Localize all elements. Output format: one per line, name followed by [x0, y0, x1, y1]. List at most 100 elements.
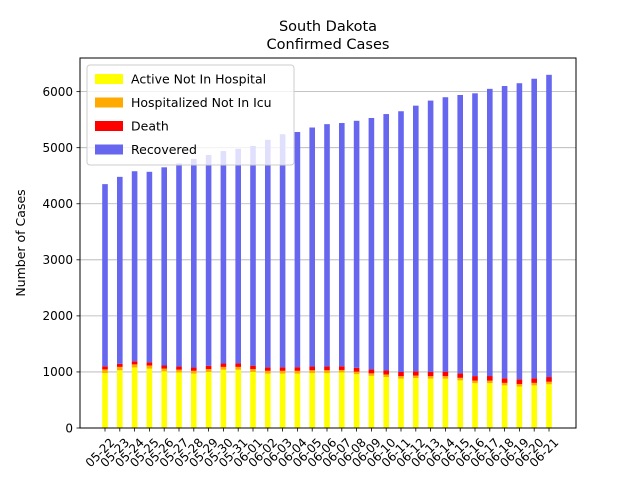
- bar-recovered: [265, 139, 271, 368]
- bar-death: [324, 366, 330, 371]
- legend: Active Not In Hospital Hospitalized Not I…: [86, 64, 295, 166]
- bar-recovered: [220, 151, 227, 364]
- bar-hospitalized-not-in-icu: [279, 370, 286, 374]
- y-axis-ticks: 0 1000 2000 3000 4000 5000 6000: [42, 85, 80, 435]
- bar-hospitalized-not-in-icu: [472, 380, 478, 384]
- bar-hospitalized-not-in-icu: [309, 370, 315, 374]
- bar-recovered: [368, 117, 375, 370]
- bar-recovered: [294, 132, 301, 368]
- bar-active-not-in-hospital: [131, 367, 138, 428]
- bar-death: [383, 370, 389, 375]
- legend-label: Death: [131, 119, 169, 134]
- bar-active-not-in-hospital: [324, 373, 330, 428]
- bar-active-not-in-hospital: [102, 373, 108, 428]
- y-axis-label: Number of Cases: [13, 189, 28, 296]
- bar-hospitalized-not-in-icu: [516, 383, 523, 387]
- bar-death: [205, 365, 212, 370]
- bar-hospitalized-not-in-icu: [487, 380, 493, 384]
- y-tick-label: 5000: [42, 141, 73, 155]
- bar-hospitalized-not-in-icu: [161, 368, 167, 372]
- bar-recovered: [279, 134, 286, 368]
- bar-active-not-in-hospital: [220, 369, 227, 428]
- bar-recovered: [250, 146, 256, 366]
- bar-active-not-in-hospital: [516, 386, 523, 428]
- bar-hospitalized-not-in-icu: [191, 370, 197, 374]
- bar-recovered: [383, 114, 389, 371]
- bar-hospitalized-not-in-icu: [457, 377, 463, 381]
- y-tick-label: 4000: [42, 197, 73, 211]
- bar-death: [457, 373, 463, 378]
- bar-hospitalized-not-in-icu: [265, 370, 271, 374]
- bar-active-not-in-hospital: [205, 371, 212, 428]
- bar-death: [191, 367, 197, 371]
- bar-death: [339, 366, 345, 370]
- bar-hospitalized-not-in-icu: [250, 369, 256, 372]
- bar-death: [102, 366, 108, 370]
- legend-box: [86, 64, 295, 166]
- bar-recovered: [146, 171, 153, 363]
- bar-hospitalized-not-in-icu: [205, 369, 212, 372]
- bar-hospitalized-not-in-icu: [442, 376, 449, 379]
- x-axis-ticks: 05-2205-2305-2405-2505-2605-2705-2805-29…: [83, 428, 561, 470]
- bar-active-not-in-hospital: [353, 374, 360, 428]
- bar-hospitalized-not-in-icu: [353, 371, 360, 375]
- bar-hospitalized-not-in-icu: [176, 369, 182, 373]
- bar-death: [309, 366, 315, 371]
- bar-active-not-in-hospital: [383, 376, 389, 428]
- bar-hospitalized-not-in-icu: [324, 370, 330, 374]
- bar-death: [131, 361, 138, 365]
- bar-hospitalized-not-in-icu: [220, 366, 227, 370]
- bar-recovered: [235, 148, 241, 364]
- bar-hospitalized-not-in-icu: [235, 366, 241, 370]
- bar-active-not-in-hospital: [279, 373, 286, 428]
- bar-active-not-in-hospital: [191, 373, 197, 428]
- bar-recovered: [427, 100, 434, 372]
- bar-death: [176, 366, 182, 370]
- bar-active-not-in-hospital: [501, 385, 508, 428]
- bar-active-not-in-hospital: [472, 383, 478, 428]
- bar-death: [368, 369, 375, 374]
- bar-recovered: [353, 120, 360, 368]
- bar-recovered: [131, 171, 138, 362]
- bar-active-not-in-hospital: [413, 378, 419, 428]
- legend-label: Recovered: [131, 142, 197, 157]
- bar-hospitalized-not-in-icu: [294, 370, 301, 374]
- bar-death: [531, 378, 537, 383]
- bar-active-not-in-hospital: [368, 375, 375, 428]
- bar-hospitalized-not-in-icu: [146, 365, 153, 369]
- bar-active-not-in-hospital: [546, 384, 552, 428]
- chart-title: South Dakota: [279, 19, 377, 35]
- legend-swatch: [95, 74, 123, 84]
- bar-death: [487, 376, 493, 381]
- bar-hospitalized-not-in-icu: [427, 376, 434, 379]
- bar-recovered: [487, 88, 493, 377]
- bars: [102, 74, 552, 428]
- legend-swatch: [95, 121, 123, 131]
- bar-active-not-in-hospital: [398, 378, 404, 428]
- bar-death: [161, 365, 167, 369]
- bar-hospitalized-not-in-icu: [413, 375, 419, 379]
- bar-active-not-in-hospital: [339, 372, 345, 428]
- bar-hospitalized-not-in-icu: [501, 382, 508, 386]
- bar-death: [427, 371, 434, 377]
- bar-hospitalized-not-in-icu: [102, 369, 108, 374]
- y-tick-label: 2000: [42, 309, 73, 323]
- bar-active-not-in-hospital: [176, 372, 182, 428]
- bar-active-not-in-hospital: [457, 380, 463, 428]
- bar-recovered: [398, 111, 404, 372]
- bar-recovered: [117, 176, 123, 364]
- y-tick-label: 3000: [42, 253, 73, 267]
- bar-death: [353, 367, 360, 372]
- bar-death: [516, 379, 523, 384]
- y-tick-label: 6000: [42, 85, 73, 99]
- bar-recovered: [546, 74, 552, 378]
- bar-recovered: [309, 127, 315, 367]
- bar-active-not-in-hospital: [117, 370, 123, 428]
- y-tick-label: 1000: [42, 365, 73, 379]
- bar-recovered: [339, 123, 345, 367]
- bar-recovered: [161, 167, 167, 366]
- bar-recovered: [191, 158, 197, 368]
- bar-death: [546, 377, 552, 382]
- bar-active-not-in-hospital: [309, 373, 315, 428]
- bar-death: [294, 367, 301, 371]
